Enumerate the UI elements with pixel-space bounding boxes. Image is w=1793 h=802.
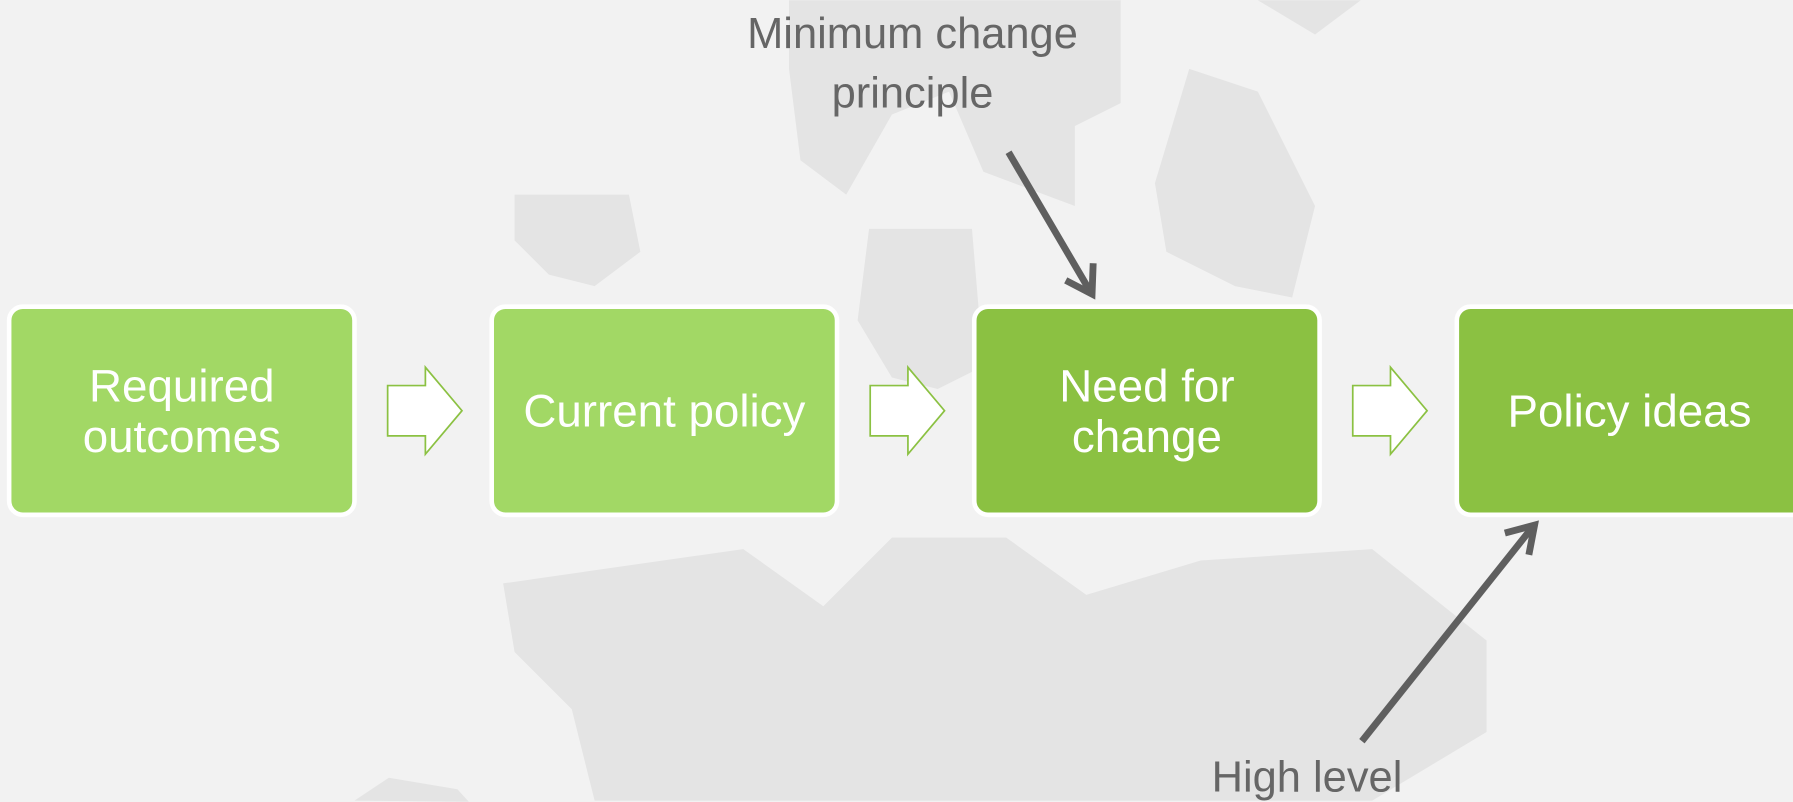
process-box bbox=[971, 304, 1322, 518]
pointer-arrowhead bbox=[1503, 520, 1539, 556]
box-label: Policy ideas bbox=[1508, 386, 1752, 437]
box-label: Required bbox=[89, 361, 275, 412]
pointer-arrow bbox=[1005, 150, 1093, 293]
box-label: Current policy bbox=[523, 386, 805, 437]
pointer-arrows bbox=[1005, 150, 1539, 744]
flow-arrow bbox=[1351, 364, 1429, 457]
map-background bbox=[354, 0, 1487, 802]
box-label: Need for bbox=[1059, 361, 1234, 412]
flow-arrows bbox=[386, 364, 1429, 457]
annotation: Minimum change bbox=[747, 10, 1078, 58]
annotation: High level bbox=[1212, 754, 1403, 802]
box-label: change bbox=[1072, 411, 1222, 462]
process-box bbox=[489, 304, 840, 518]
process-box bbox=[6, 304, 357, 518]
pointer-arrowhead bbox=[1064, 263, 1097, 300]
process-box bbox=[1454, 304, 1793, 518]
flow-arrow bbox=[386, 364, 464, 457]
annotation: principle bbox=[832, 70, 994, 118]
box-label: outcomes bbox=[83, 411, 281, 462]
flow-boxes bbox=[6, 304, 1793, 518]
flow-arrow bbox=[869, 364, 946, 457]
pointer-arrow bbox=[1359, 525, 1535, 744]
